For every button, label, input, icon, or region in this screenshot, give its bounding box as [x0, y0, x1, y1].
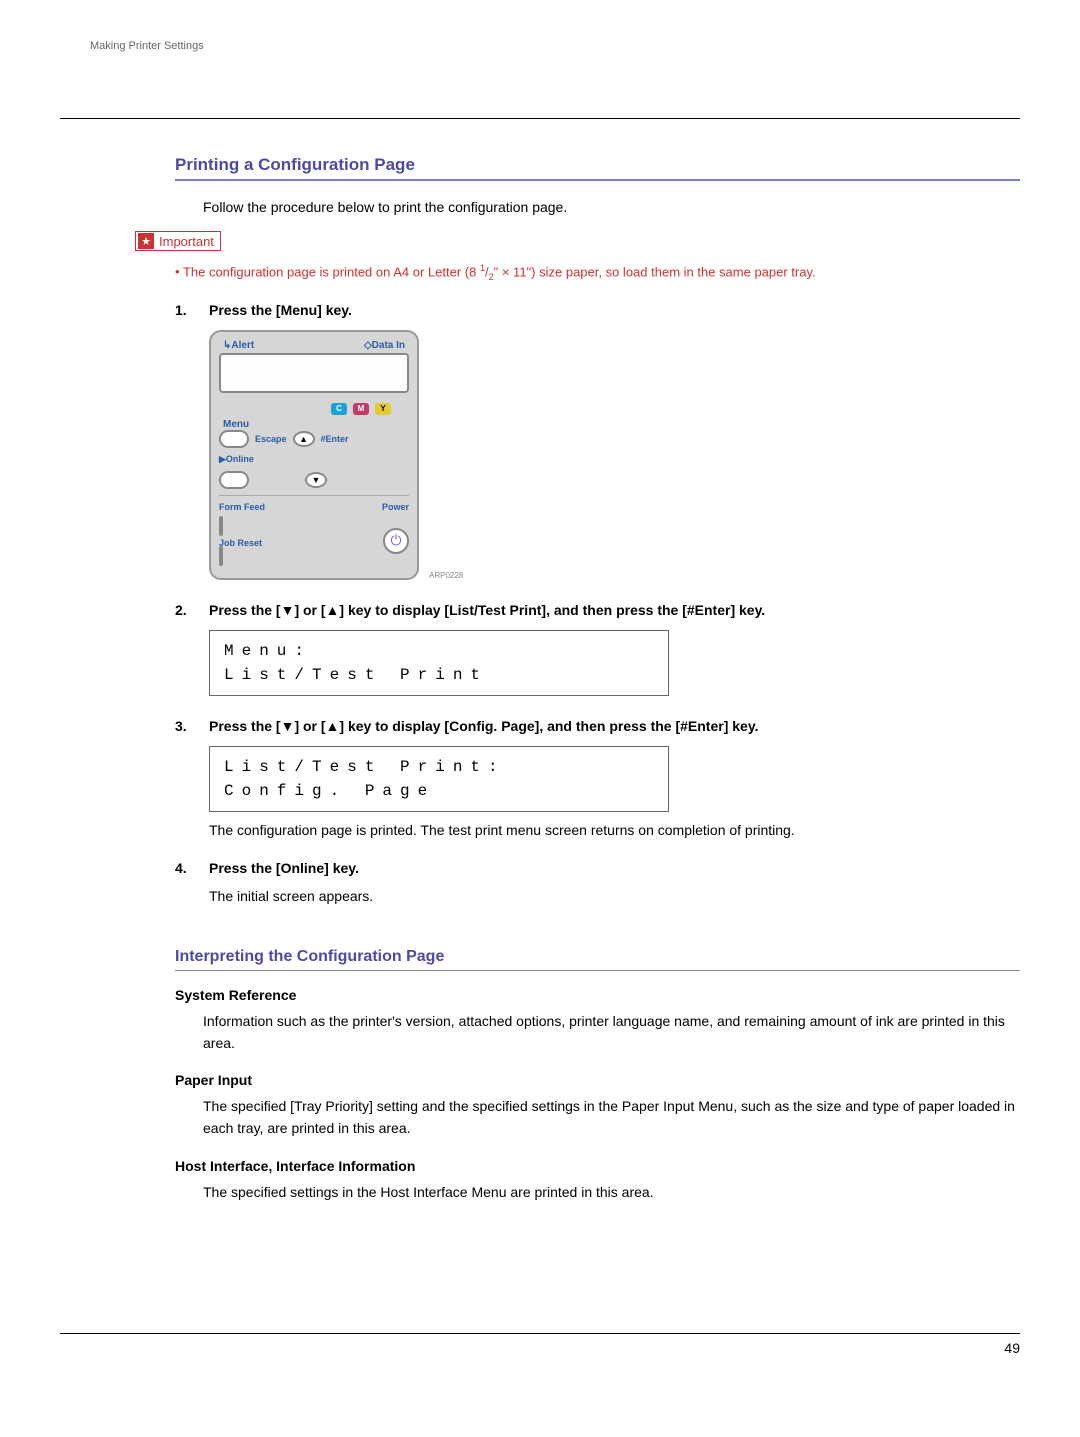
enter-label: #Enter	[321, 434, 349, 444]
step-number: 1.	[175, 302, 193, 318]
step-title: Press the [Online] key.	[209, 860, 359, 876]
intro-text: Follow the procedure below to print the …	[203, 199, 1020, 215]
online-label: ▶Online	[219, 454, 254, 465]
lcd-line2: Config. Page	[224, 779, 654, 803]
down-button: ▼	[305, 472, 327, 488]
sub-heading: Host Interface, Interface Information	[175, 1158, 1020, 1174]
lcd-step3: List/Test Print: Config. Page	[209, 746, 669, 812]
power-button: ⏻	[383, 528, 409, 554]
important-label: Important	[159, 234, 214, 249]
important-badge: ★ Important	[135, 231, 221, 251]
ink-yellow: Y	[375, 403, 391, 415]
lcd-line1: Menu:	[224, 639, 654, 663]
data-in-label: ◇Data In	[364, 340, 405, 351]
step-title: Press the [▼] or [▲] key to display [Lis…	[209, 602, 765, 618]
menu-label: Menu	[223, 419, 409, 430]
sub-heading: System Reference	[175, 987, 1020, 1003]
block-system-reference: System Reference Information such as the…	[175, 987, 1020, 1054]
step-1: 1. Press the [Menu] key. ↳Alert ◇Data In…	[175, 302, 1020, 580]
sub-body: The specified [Tray Priority] setting an…	[203, 1096, 1020, 1139]
step-title: Press the [Menu] key.	[209, 302, 352, 318]
page-number: 49	[1004, 1340, 1020, 1356]
step4-after-text: The initial screen appears.	[209, 888, 1020, 904]
step-4: 4. Press the [Online] key. The initial s…	[175, 860, 1020, 904]
block-host-interface: Host Interface, Interface Information Th…	[175, 1158, 1020, 1204]
block-paper-input: Paper Input The specified [Tray Priority…	[175, 1072, 1020, 1139]
form-feed-label: Form Feed	[219, 502, 265, 512]
form-feed-button	[219, 516, 223, 536]
star-icon: ★	[138, 233, 154, 249]
step3-after-text: The configuration page is printed. The t…	[209, 822, 1020, 838]
escape-label: Escape	[255, 434, 287, 444]
power-label: Power	[382, 502, 409, 512]
step-number: 2.	[175, 602, 193, 618]
ink-row: C M Y	[219, 403, 409, 415]
ink-cyan: C	[331, 403, 347, 415]
step-title: Press the [▼] or [▲] key to display [Con…	[209, 718, 758, 734]
header-rule	[60, 118, 1020, 119]
important-numerator: 1	[480, 263, 485, 273]
steps-list: 1. Press the [Menu] key. ↳Alert ◇Data In…	[175, 302, 1020, 904]
step-number: 3.	[175, 718, 193, 734]
sub-body: The specified settings in the Host Inter…	[203, 1182, 1020, 1204]
panel-diagram-code: ARP0228	[429, 571, 463, 580]
printer-panel-diagram: ↳Alert ◇Data In C M Y Menu Escape ▲	[209, 330, 419, 580]
lcd-line1: List/Test Print:	[224, 755, 654, 779]
lcd-line2: List/Test Print	[224, 663, 654, 687]
important-note: The configuration page is printed on A4 …	[175, 263, 1020, 282]
section-heading-interpreting: Interpreting the Configuration Page	[175, 948, 1020, 971]
important-post: " × 11") size paper, so load them in the…	[494, 264, 816, 279]
sub-heading: Paper Input	[175, 1072, 1020, 1088]
page-header: Making Printer Settings	[90, 40, 1020, 58]
ink-magenta: M	[353, 403, 369, 415]
online-button	[219, 471, 249, 489]
step-2: 2. Press the [▼] or [▲] key to display […	[175, 602, 1020, 696]
content-area: Printing a Configuration Page Follow the…	[175, 155, 1020, 1203]
job-reset-button	[219, 546, 223, 566]
alert-label: ↳Alert	[223, 340, 254, 351]
page-footer: 49	[60, 1333, 1020, 1356]
up-button: ▲	[293, 431, 315, 447]
section-heading-printing: Printing a Configuration Page	[175, 155, 1020, 181]
sub-body: Information such as the printer's versio…	[203, 1011, 1020, 1054]
step-3: 3. Press the [▼] or [▲] key to display […	[175, 718, 1020, 838]
menu-button	[219, 430, 249, 448]
important-pre: The configuration page is printed on A4 …	[183, 264, 480, 279]
lcd-step2: Menu: List/Test Print	[209, 630, 669, 696]
job-reset-label: Job Reset	[219, 538, 262, 548]
lcd-display	[219, 353, 409, 393]
step-number: 4.	[175, 860, 193, 876]
